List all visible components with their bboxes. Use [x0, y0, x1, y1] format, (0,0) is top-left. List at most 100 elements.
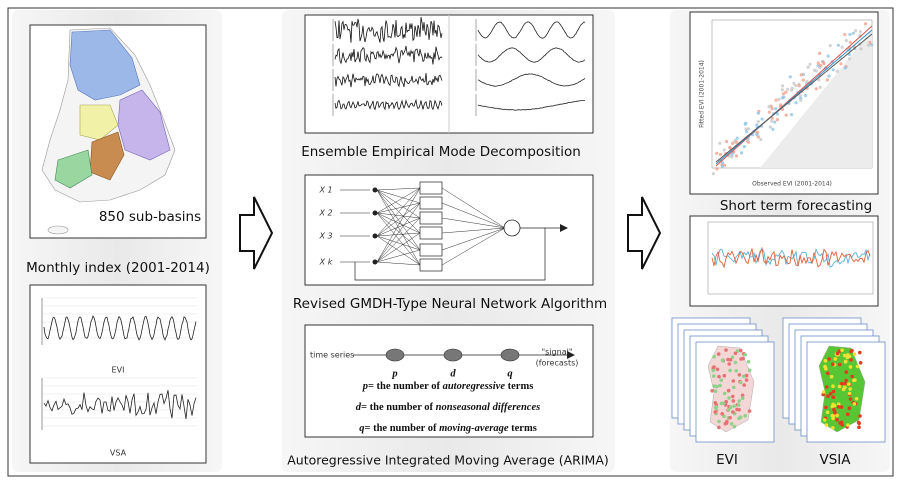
map-pixel: [729, 405, 733, 409]
scatter-point: [761, 118, 764, 121]
map-pixel: [829, 392, 833, 396]
map-pixel: [714, 410, 718, 414]
scatter-point: [728, 146, 731, 149]
map-pixel: [859, 361, 863, 365]
input-label: X 3: [318, 232, 332, 241]
map-pixel: [737, 403, 741, 407]
arima-node: [444, 349, 462, 361]
map-pixel: [843, 382, 847, 386]
map-pixel: [858, 351, 862, 355]
map-pixel: [848, 387, 852, 391]
map-pixel: [831, 362, 835, 366]
map-pixel: [846, 423, 850, 427]
scatter-point: [770, 120, 773, 123]
map-pixel: [739, 381, 743, 385]
arima-input: time series: [310, 351, 354, 360]
map-pixel: [848, 406, 852, 410]
map-pixel: [732, 386, 736, 390]
map-pixel: [715, 405, 719, 409]
scatter-point: [782, 92, 785, 95]
map-pixel: [826, 411, 830, 415]
map-pixel: [838, 421, 842, 425]
scatter-point: [808, 63, 811, 66]
scatter-point: [719, 153, 722, 156]
scatter-point: [849, 41, 852, 44]
map-pixel: [857, 425, 861, 429]
scatter-point: [757, 112, 760, 115]
map-pixel: [835, 418, 839, 422]
scatter-point: [837, 44, 840, 47]
scatter-point: [832, 68, 835, 71]
input-label: X 1: [318, 186, 332, 195]
scatter-point: [715, 152, 718, 155]
scatter-point: [826, 78, 829, 81]
map-pixel: [712, 355, 716, 359]
map-pixel: [734, 361, 738, 365]
scatter-point: [781, 84, 784, 87]
scatter-point: [744, 123, 747, 126]
scatter-point: [776, 118, 779, 121]
arima-output: (forecasts): [536, 359, 579, 368]
map-pixel: [840, 348, 844, 352]
map-pixel: [730, 422, 734, 426]
scatter-point: [715, 167, 718, 170]
scatter-point: [818, 52, 821, 55]
scatter-point: [718, 142, 721, 145]
map-pixel: [826, 394, 830, 398]
scatter-point: [841, 46, 844, 49]
map-pixel: [733, 425, 737, 429]
map-pixel: [855, 397, 859, 401]
arima-text: moving-average: [439, 423, 509, 434]
scatter-point: [854, 29, 857, 32]
scatter-point: [789, 75, 792, 78]
map-pixel: [748, 369, 752, 373]
arima-output: "signal": [541, 348, 572, 357]
scatter-point: [799, 99, 802, 102]
map-pixel: [728, 416, 732, 420]
scatter-point: [848, 33, 851, 36]
map-pixel: [748, 409, 752, 413]
arima-text: = the number of: [368, 381, 443, 392]
map-pixel: [838, 363, 842, 367]
scatter-point: [839, 62, 842, 65]
scatter-point: [771, 128, 774, 131]
map-pixel: [732, 399, 736, 403]
node: [373, 188, 378, 193]
scatter-point: [736, 137, 739, 140]
map-pixel: [727, 362, 731, 366]
scatter-point: [848, 57, 851, 60]
scatter-point: [807, 66, 810, 69]
scatter-point: [757, 120, 760, 123]
scatter-point: [730, 155, 733, 158]
map-pixel: [731, 395, 735, 399]
scatter-point: [843, 33, 846, 36]
map-pixel: [739, 349, 743, 353]
map-pixel: [731, 410, 735, 414]
scatter-point: [868, 41, 871, 44]
map-pixel: [716, 368, 720, 372]
scatter-point: [845, 39, 848, 42]
map-pixel: [825, 385, 829, 389]
map-pixel: [856, 365, 860, 369]
map-pixel: [723, 392, 727, 396]
map-pixel: [824, 367, 828, 371]
map-pixel: [844, 379, 848, 383]
map-pixel: [831, 384, 835, 388]
map-pixel: [729, 358, 733, 362]
scatter-point: [775, 99, 778, 102]
arima-text: terms: [509, 423, 537, 434]
map-pixel: [824, 359, 828, 363]
map-pixel: [857, 421, 861, 425]
map-label: 850 sub-basins: [99, 209, 201, 225]
scatter-point: [767, 105, 770, 108]
map-pixel: [826, 372, 830, 376]
map-pixel: [718, 384, 722, 388]
map-pixel: [848, 392, 852, 396]
map-pixel: [745, 378, 749, 382]
map-pixel: [717, 426, 721, 430]
scatter-point: [774, 107, 777, 110]
map-pixel: [823, 418, 827, 422]
scatter-point: [800, 73, 803, 76]
scatter-y-label: Fitted EVI (2001-2014): [699, 60, 706, 128]
